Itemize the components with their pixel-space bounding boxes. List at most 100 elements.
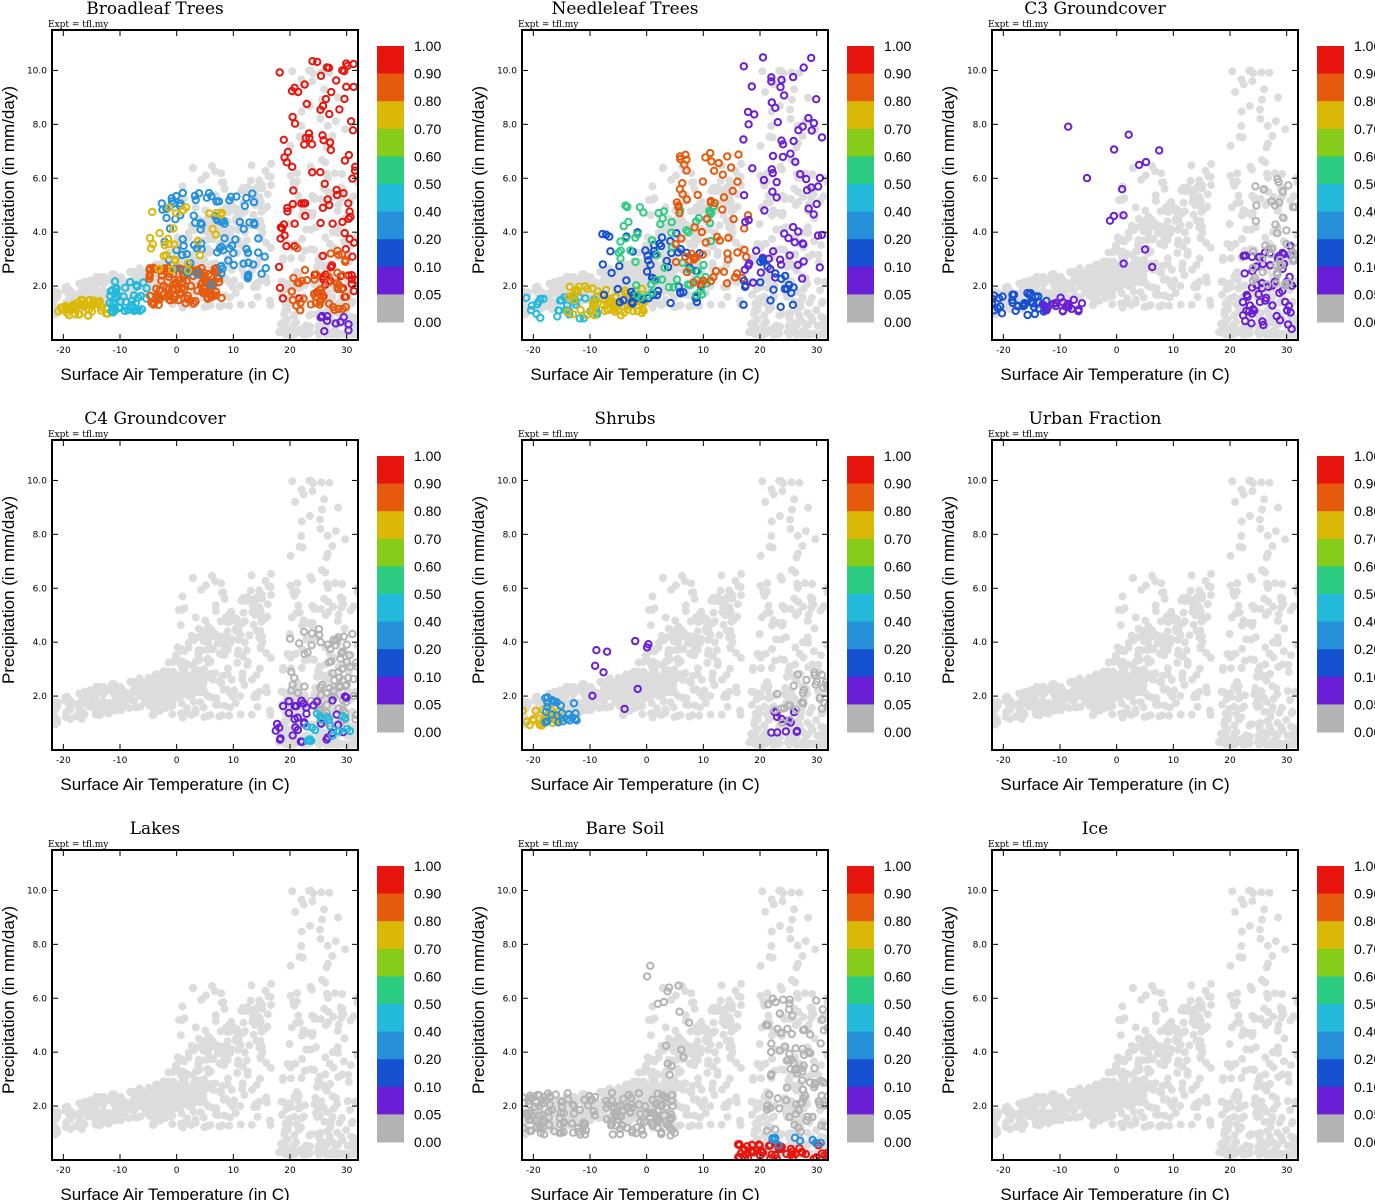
data-point	[250, 220, 259, 229]
background-point	[1206, 301, 1215, 310]
data-point	[193, 269, 202, 279]
colorbar-label: 0.70	[884, 121, 911, 137]
background-point	[813, 277, 822, 285]
background-point	[219, 588, 228, 597]
background-point	[1090, 297, 1098, 306]
data-point	[165, 224, 175, 233]
background-point	[1262, 143, 1271, 152]
data-point	[111, 284, 120, 293]
background-point	[760, 292, 769, 301]
data-point	[182, 203, 191, 212]
x-axis-label: Surface Air Temperature (in C)	[60, 365, 289, 384]
background-point	[281, 727, 290, 736]
background-point	[673, 302, 682, 310]
data-point	[632, 281, 641, 290]
background-point	[251, 186, 260, 194]
background-point	[1157, 169, 1166, 178]
data-point	[739, 276, 749, 285]
colorbar-label: 0.40	[884, 204, 911, 220]
data-point	[768, 187, 777, 196]
data-point	[1240, 269, 1249, 278]
colorbar-swatch	[377, 184, 404, 213]
background-point	[796, 297, 805, 306]
data-point	[788, 72, 798, 82]
background-point	[1160, 237, 1169, 246]
data-point	[616, 311, 626, 320]
background-point	[1151, 197, 1160, 206]
x-tick-label: -10	[1053, 346, 1068, 356]
data-point	[174, 295, 183, 305]
data-point	[254, 234, 263, 243]
background-point	[1099, 264, 1108, 273]
background-point	[325, 478, 334, 487]
background-point	[1124, 233, 1133, 242]
background-point	[1221, 317, 1230, 326]
data-point	[1268, 301, 1277, 310]
data-point	[767, 165, 776, 174]
data-point	[316, 285, 326, 294]
background-point	[279, 664, 288, 672]
background-point	[236, 282, 245, 290]
colorbar-swatch	[377, 294, 404, 323]
data-point	[658, 214, 667, 223]
background-point	[1139, 219, 1147, 228]
data-point	[693, 267, 703, 276]
data-point	[280, 231, 289, 240]
data-point	[318, 251, 327, 261]
background-point	[320, 85, 329, 94]
data-point	[588, 304, 597, 314]
colorbar-swatch	[377, 649, 404, 678]
y-tick-label: 2.0	[503, 282, 518, 292]
background-point	[817, 312, 825, 321]
x-tick-label: -20	[996, 346, 1011, 356]
x-axis-label: Surface Air Temperature (in C)	[1000, 365, 1229, 384]
data-point	[169, 224, 178, 233]
colorbar-swatch	[377, 676, 404, 705]
data-point	[325, 109, 334, 119]
data-point	[240, 201, 250, 211]
colorbar-label: 0.00	[414, 724, 441, 740]
data-point	[302, 722, 312, 731]
data-point	[1258, 317, 1267, 326]
background-point	[243, 657, 252, 666]
background-point	[256, 197, 265, 206]
data-point	[807, 53, 816, 63]
background-point	[306, 322, 315, 331]
data-point	[289, 186, 298, 195]
data-point	[274, 262, 284, 272]
background-point	[163, 685, 172, 693]
data-point	[606, 294, 615, 303]
colorbar-swatch	[377, 594, 404, 623]
data-point	[300, 80, 309, 89]
background-point	[308, 77, 317, 86]
data-point	[682, 155, 691, 164]
data-point	[215, 244, 224, 253]
background-point	[818, 329, 827, 338]
point-layer	[52, 57, 358, 339]
background-point	[776, 162, 785, 171]
data-point	[78, 296, 88, 305]
background-point	[347, 312, 355, 321]
background-point	[648, 303, 657, 312]
colorbar-swatch	[847, 156, 874, 185]
data-point	[145, 274, 154, 283]
data-point	[292, 701, 301, 711]
background-point	[1207, 159, 1216, 168]
data-point	[332, 76, 341, 85]
background-point	[717, 710, 726, 719]
colorbar-swatch	[1317, 294, 1344, 323]
data-point	[799, 63, 808, 72]
background-point	[597, 691, 606, 700]
colorbar-label: 0.10	[414, 669, 441, 685]
data-point	[155, 229, 164, 238]
data-point	[776, 82, 785, 92]
background-point	[619, 688, 628, 697]
background-point	[685, 302, 694, 311]
background-point	[263, 600, 272, 609]
data-point	[1034, 292, 1043, 301]
background-point	[85, 702, 94, 711]
panel-title: C4 Groundcover	[84, 409, 226, 429]
data-point	[328, 696, 337, 705]
background-point	[1073, 270, 1082, 279]
x-tick-label: 20	[754, 346, 766, 356]
